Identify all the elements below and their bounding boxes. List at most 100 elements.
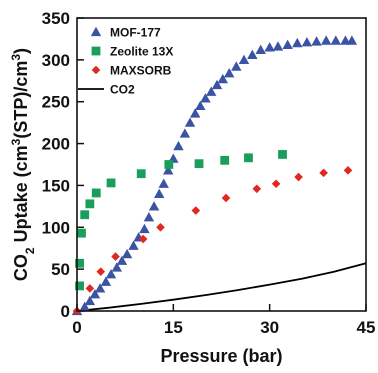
mof-177-data-point xyxy=(200,93,211,103)
zeolite-13x-data-point xyxy=(85,199,95,209)
zeolite-13x-data-point xyxy=(80,210,90,220)
y-tick-label: 150 xyxy=(42,176,70,195)
legend-diamond-marker xyxy=(91,65,101,75)
zeolite-13x-data-point xyxy=(77,228,86,238)
mof-177-data-point xyxy=(330,35,342,45)
mof-177-data-point xyxy=(111,262,123,272)
mof-177-data-point xyxy=(128,240,139,250)
mof-177-data-point xyxy=(105,268,117,279)
maxsorb-data-point xyxy=(294,172,303,182)
mof-177-data-point xyxy=(184,117,196,127)
mof-177-data-point xyxy=(247,49,258,59)
mof-177-data-point xyxy=(346,35,358,45)
y-axis-title-sub: 2 xyxy=(23,247,37,254)
maxsorb-data-point xyxy=(96,267,106,276)
mof-177-data-point xyxy=(84,295,96,306)
maxsorb-data-point xyxy=(191,206,201,215)
maxsorb-data-point xyxy=(138,234,148,244)
mof-177-data-point xyxy=(189,108,201,118)
mof-177-data-point xyxy=(211,79,223,90)
mof-177-data-point xyxy=(154,188,165,198)
legend-square-marker xyxy=(91,46,101,56)
mof-177-data-point xyxy=(311,36,322,46)
maxsorb-data-point xyxy=(85,284,95,293)
x-axis-ticks: 0 15 30 45 xyxy=(72,304,375,337)
mof-177-data-point xyxy=(255,44,266,54)
legend-entry-co2: CO2 xyxy=(78,83,135,97)
mof-177-data-point xyxy=(320,35,332,45)
mof-177-data-point xyxy=(238,54,250,65)
x-axis-title: Pressure (bar) xyxy=(160,346,282,366)
mof-177-data-point xyxy=(143,212,155,222)
x-tick-label: 15 xyxy=(164,318,183,337)
zeolite-13x-data-point xyxy=(136,169,146,179)
y-axis-title-part: CO xyxy=(11,254,31,281)
zeolite-13x-data-point xyxy=(164,160,174,169)
legend-entry-maxsorb: MAXSORB xyxy=(91,64,172,78)
maxsorb-data-point xyxy=(111,252,120,261)
mof-177-data-point xyxy=(162,165,174,175)
mof-177-data-point xyxy=(158,178,169,188)
x-tick-label: 30 xyxy=(260,318,279,337)
y-axis-title-part: Uptake (cm xyxy=(11,145,31,247)
plot-frame xyxy=(76,17,367,312)
series-markers xyxy=(71,35,358,316)
x-tick-label: 45 xyxy=(357,318,376,337)
mof-177-data-point xyxy=(100,276,112,286)
legend-label: MOF-177 xyxy=(110,26,161,40)
legend-label: Zeolite 13X xyxy=(110,45,173,59)
mof-177-data-point xyxy=(94,283,106,293)
zeolite-13x-data-point xyxy=(278,150,287,159)
maxsorb-data-point xyxy=(343,166,353,175)
zeolite-13x-data-point xyxy=(91,188,101,198)
maxsorb-data-point xyxy=(252,184,262,194)
y-tick-label: 50 xyxy=(51,260,70,279)
maxsorb-data-point xyxy=(271,179,281,189)
zeolite-13x-data-point xyxy=(244,153,253,163)
y-axis-title-sup: 3 xyxy=(9,138,23,145)
y-tick-label: 250 xyxy=(42,93,70,112)
mof-177-data-point xyxy=(148,201,160,211)
zeolite-13x-data-point xyxy=(194,159,204,169)
mof-177-data-point xyxy=(139,223,150,234)
mof-177-data-point xyxy=(206,86,217,96)
x-tick-label: 0 xyxy=(72,318,81,337)
y-tick-label: 0 xyxy=(61,302,70,321)
zeolite-13x-data-point xyxy=(75,258,84,268)
legend: MOF-177 Zeolite 13X MAXSORB CO2 xyxy=(78,26,173,97)
mof-177-data-point xyxy=(116,255,128,265)
mof-177-data-point xyxy=(231,61,242,71)
mof-177-data-point xyxy=(121,248,133,259)
mof-177-data-point xyxy=(195,100,206,111)
y-axis-ticks: 0 50 100 150 200 250 300 350 xyxy=(42,9,84,321)
y-tick-label: 350 xyxy=(42,9,70,28)
y-tick-label: 300 xyxy=(42,51,70,70)
zeolite-13x-data-point xyxy=(106,178,116,188)
legend-label: MAXSORB xyxy=(110,64,172,78)
mof-177-data-point xyxy=(217,73,228,84)
legend-entry-mof-177: MOF-177 xyxy=(90,26,161,40)
zeolite-13x-data-point xyxy=(220,155,230,165)
legend-triangle-marker xyxy=(90,26,102,37)
mof-177-data-point xyxy=(272,41,284,51)
y-axis-title-part: ) xyxy=(11,48,31,54)
maxsorb-data-point xyxy=(156,222,165,232)
mof-177-data-point xyxy=(179,128,191,138)
mof-177-data-point xyxy=(89,289,101,299)
mof-177-data-point xyxy=(173,140,184,151)
co2-series-line xyxy=(76,262,367,312)
legend-entry-zeolite-13x: Zeolite 13X xyxy=(91,45,173,59)
mof-177-data-point xyxy=(264,42,275,52)
mof-177-data-point xyxy=(301,37,313,47)
maxsorb-data-point xyxy=(221,193,231,203)
y-tick-label: 100 xyxy=(42,218,70,237)
legend-label: CO2 xyxy=(110,83,135,97)
y-axis-title: CO2 Uptake (cm3(STP)/cm3) xyxy=(9,48,37,281)
y-tick-label: 200 xyxy=(42,135,70,154)
zeolite-13x-data-point xyxy=(75,281,84,291)
mof-177-data-point xyxy=(292,37,303,48)
y-axis-title-part: (STP)/cm xyxy=(11,61,31,139)
mof-177-data-point xyxy=(282,39,293,49)
y-axis-title-sup: 3 xyxy=(9,54,23,61)
